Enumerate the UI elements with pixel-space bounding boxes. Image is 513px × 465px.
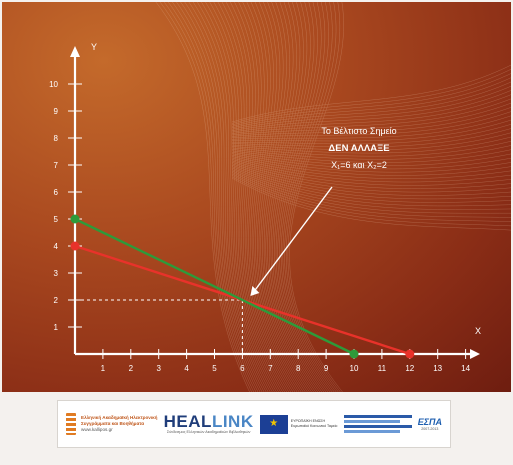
x-axis-arrow [470,349,480,359]
y-tick-label-7: 7 [54,161,59,170]
y-tick-label-9: 9 [54,107,59,116]
y-axis-arrow [70,46,80,57]
y-tick-label-5: 5 [54,215,59,224]
x-tick-label-2: 2 [129,364,134,373]
series-0-point-1 [405,349,415,359]
annotation-line-1: ΔΕΝ ΑΛΛΑΞΕ [328,143,389,154]
series-1-line [74,217,355,356]
healink-tagline: Σύνδεσμος Ελληνικών Ακαδημαϊκών Βιβλιοθη… [166,430,251,434]
x-axis-label: X [475,326,481,336]
x-tick-label-12: 12 [405,364,414,373]
x-tick-label-10: 10 [350,364,359,373]
eu-flag-icon: ★ [259,414,288,434]
y-tick-label-6: 6 [54,188,59,197]
espa-years: 2007-2013 [421,427,439,431]
kallipos-line-1: Ελληνική Ακαδημαϊκή Ηλεκτρονική [81,415,158,420]
espa-word: ΕΣΠΑ [417,417,442,427]
y-axis-label: Y [91,42,97,52]
x-tick-label-4: 4 [184,364,189,373]
series-0-point-0 [70,241,80,251]
background-wave-texture [155,2,511,392]
y-tick-label-4: 4 [54,242,59,251]
x-tick-label-14: 14 [461,364,470,373]
x-tick-label-13: 13 [433,364,442,373]
y-tick-label-2: 2 [54,296,59,305]
eu-logo: ★ ΕΥΡΩΠΑΪΚΗ ΕΝΩΣΗ Ευρωπαϊκό Κοινωνικό Τα… [259,414,338,434]
sponsor-logo-strip: Ελληνική Ακαδημαϊκή Ηλεκτρονική Συγγράμμ… [57,400,451,448]
kallipos-line-3: www.kallipos.gr [81,427,113,432]
annotation-line-0: Το Βέλτιστο Σημείο [321,126,396,136]
healink-logo: HEALLINK Σύνδεσμος Ελληνικών Ακαδημαϊκών… [164,413,254,435]
eu-line-2: Ευρωπαϊκό Κοινωνικό Ταμείο [290,424,338,428]
chart-background: X Y 1 2 3 4 5 6 7 8 9 10 11 12 13 14 1 2 3 4 5 6 7 8 9 10 Το Βέλτι… [2,2,511,392]
x-tick-label-7: 7 [268,364,273,373]
x-tick-label-6: 6 [240,364,245,373]
espa-logo: ΕΣΠΑ 2007-2013 [418,417,442,431]
y-tick-label-3: 3 [54,269,59,278]
annotation-arrow-head [250,286,260,296]
annotation-line-2: X₁=6 και X₂=2 [331,160,387,170]
book-stack-icon [66,413,76,435]
kallipos-logo: Ελληνική Ακαδημαϊκή Ηλεκτρονική Συγγράμμ… [66,413,158,435]
eu-line-1: ΕΥΡΩΠΑΪΚΗ ΕΝΩΣΗ [290,419,326,423]
healink-word-a: HEAL [163,412,212,431]
series-1-point-1 [349,349,359,359]
x-tick-label-11: 11 [378,364,387,373]
x-tick-label-9: 9 [324,364,329,373]
x-tick-label-3: 3 [156,364,161,373]
series-1-point-0 [70,214,80,224]
y-tick-label-8: 8 [54,134,59,143]
x-tick-label-1: 1 [101,364,106,373]
kallipos-line-2: Συγγράμματα και Βοηθήματα [81,421,145,426]
annotation-arrow-line [253,186,333,292]
y-tick-label-1: 1 [54,323,59,332]
y-tick-label-10: 10 [49,80,58,89]
x-tick-label-5: 5 [212,364,217,373]
operational-programme-logo [343,414,412,434]
x-tick-label-8: 8 [296,364,301,373]
healink-word-b: LINK [211,412,254,431]
